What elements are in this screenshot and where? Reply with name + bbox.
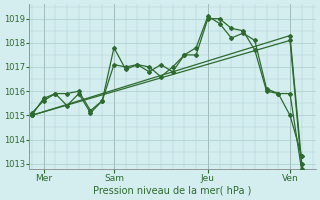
X-axis label: Pression niveau de la mer( hPa ): Pression niveau de la mer( hPa ) [93,186,252,196]
